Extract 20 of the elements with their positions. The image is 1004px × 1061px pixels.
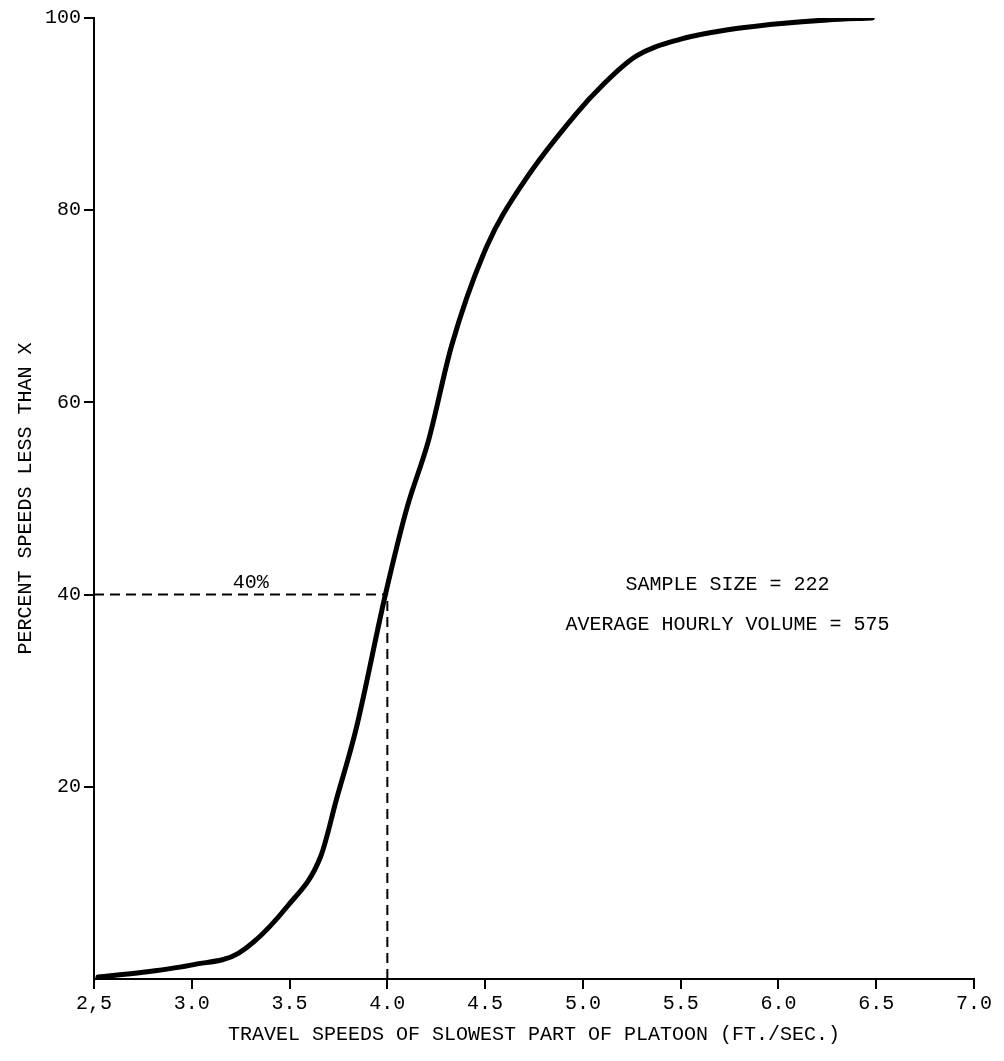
x-tick-label: 5.5 [662, 992, 699, 1016]
x-tick-label: 2,5 [76, 992, 113, 1016]
y-tick-label: 80 [56, 198, 82, 222]
x-tick-label: 7.0 [955, 992, 993, 1016]
y-axis-title: PERCENT SPEEDS LESS THAN X [14, 342, 38, 655]
annotation: AVERAGE HOURLY VOLUME = 575 [565, 613, 890, 637]
y-tick-label: 60 [56, 390, 82, 414]
x-tick-label: 6.5 [858, 992, 895, 1016]
ref-line-label: 40% [232, 570, 270, 594]
annotation: SAMPLE SIZE = 222 [625, 573, 830, 597]
x-tick-label: 4.0 [369, 992, 406, 1016]
x-tick-label: 3.5 [271, 992, 308, 1016]
x-tick-label: 6.0 [760, 992, 797, 1016]
x-tick-label: 4.5 [467, 992, 504, 1016]
y-tick-label: 40 [56, 582, 82, 606]
x-tick-label: 3.0 [173, 992, 210, 1016]
y-tick-label: 20 [56, 775, 82, 799]
y-tick-label: 100 [44, 6, 82, 30]
x-axis-title: TRAVEL SPEEDS OF SLOWEST PART OF PLATOON (FT./SEC.) [227, 1023, 841, 1047]
x-tick-label: 5.0 [564, 992, 601, 1016]
